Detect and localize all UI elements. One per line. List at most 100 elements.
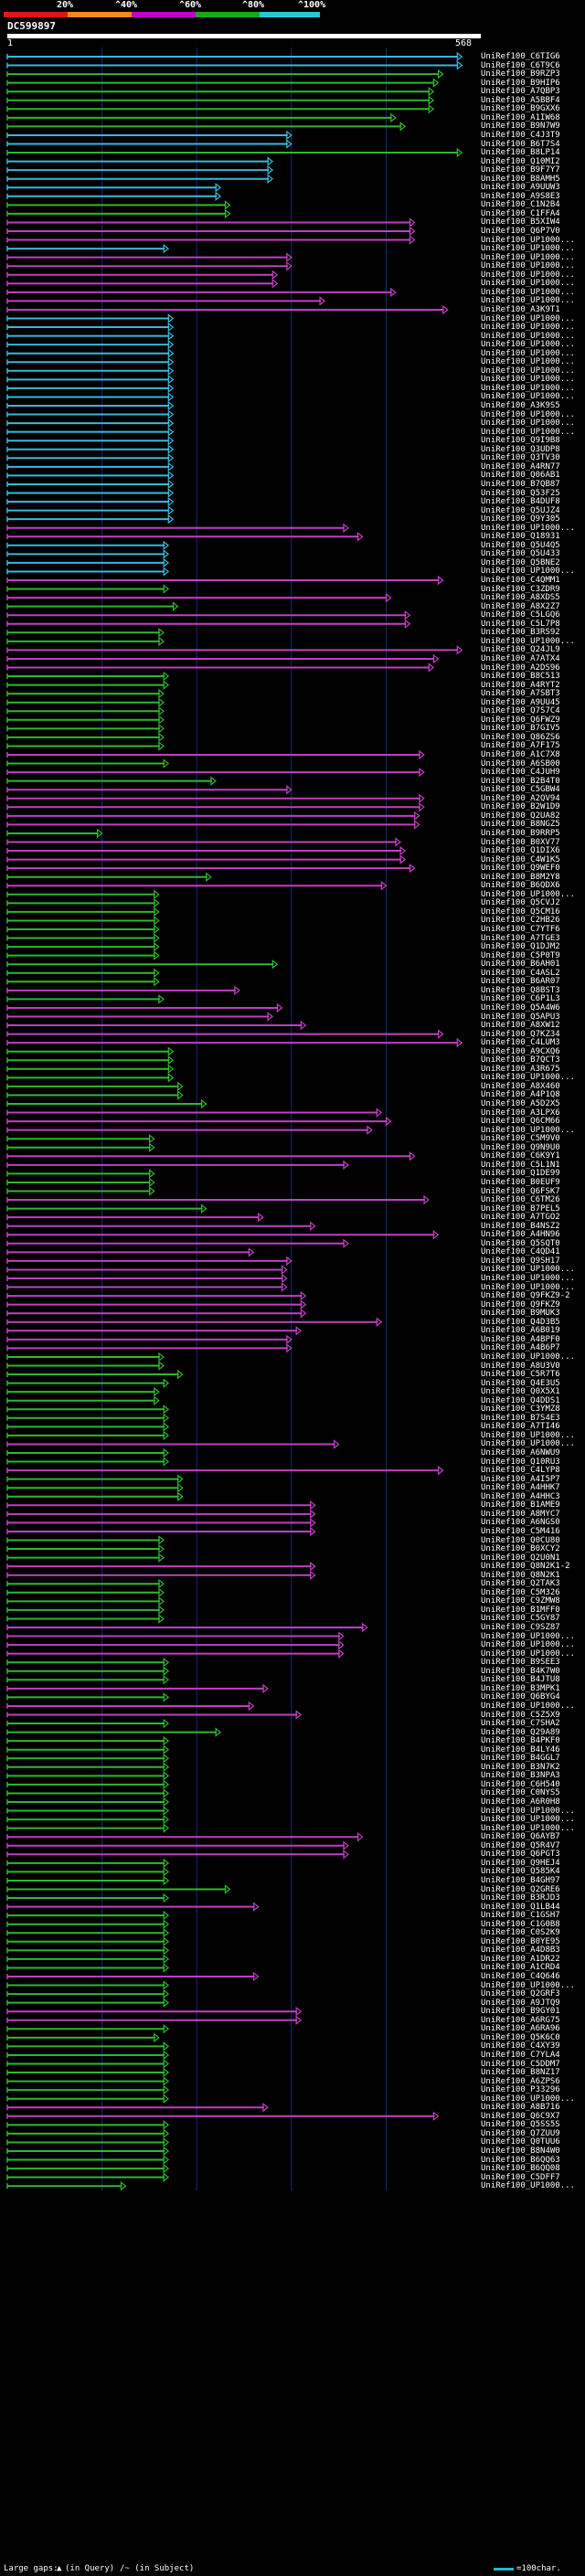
hit-label[interactable]: UniRef100_B8C513 (481, 672, 560, 682)
hit-row[interactable] (6, 1605, 165, 1616)
hit-row[interactable] (6, 680, 170, 690)
hit-row[interactable] (6, 1902, 260, 1912)
hit-label[interactable]: UniRef100_B4DUF8 (481, 497, 560, 507)
hit-label[interactable]: UniRef100_Q5APU3 (481, 1012, 560, 1022)
hit-label[interactable]: UniRef100_UP1000... (481, 1430, 575, 1440)
hit-row[interactable] (6, 1971, 260, 1982)
hit-label[interactable]: UniRef100_B3RJD3 (481, 1893, 560, 1903)
hit-label[interactable]: UniRef100_A2DS96 (481, 663, 560, 673)
hit-label[interactable]: UniRef100_A7SBT3 (481, 689, 560, 699)
hit-label[interactable]: UniRef100_C6TIG6 (481, 52, 560, 61)
hit-row[interactable] (6, 2172, 170, 2182)
hit-row[interactable] (6, 1779, 170, 1790)
hit-row[interactable] (6, 784, 292, 795)
hit-label[interactable]: UniRef100_UP1000... (481, 261, 575, 271)
hit-row[interactable] (6, 1308, 307, 1319)
hit-label[interactable]: UniRef100_UP1000... (481, 1439, 575, 1449)
hit-row[interactable] (6, 1692, 170, 1702)
hit-label[interactable]: UniRef100_Q10MI2 (481, 156, 560, 166)
hit-row[interactable] (6, 1474, 184, 1484)
hit-label[interactable]: UniRef100_UP1000... (481, 567, 575, 577)
hit-row[interactable] (6, 968, 160, 978)
hit-label[interactable]: UniRef100_UP1000... (481, 244, 575, 254)
hit-row[interactable] (6, 1212, 264, 1223)
hit-row[interactable] (6, 1814, 170, 1825)
hit-row[interactable] (6, 1002, 283, 1013)
hit-row[interactable] (6, 575, 444, 586)
hit-row[interactable] (6, 837, 401, 847)
hit-label[interactable]: UniRef100_Q6AYB7 (481, 1832, 560, 1842)
hit-label[interactable]: UniRef100_UP1000... (481, 323, 575, 333)
hit-label[interactable]: UniRef100_C5LGQ6 (481, 610, 560, 620)
hit-label[interactable]: UniRef100_B6AH01 (481, 959, 560, 970)
hit-label[interactable]: UniRef100_A6NGS0 (481, 1518, 560, 1528)
hit-row[interactable] (6, 1361, 165, 1371)
hit-label[interactable]: UniRef100_Q5BNE2 (481, 557, 560, 567)
hit-label[interactable]: UniRef100_Q9Y305 (481, 514, 560, 525)
hit-label[interactable]: UniRef100_C5Z5X9 (481, 1710, 560, 1720)
hit-row[interactable] (6, 706, 165, 716)
hit-label[interactable]: UniRef100_A3R675 (481, 1064, 560, 1074)
hit-label[interactable]: UniRef100_B9F7Y7 (481, 165, 560, 175)
hit-label[interactable]: UniRef100_Q2TAK3 (481, 1579, 560, 1589)
hit-label[interactable]: UniRef100_A4D8B3 (481, 1945, 560, 1956)
hit-row[interactable] (6, 697, 165, 707)
hit-row[interactable] (6, 628, 165, 638)
hit-label[interactable]: UniRef100_Q7ZUU9 (481, 2128, 560, 2138)
hit-label[interactable]: UniRef100_Q18931 (481, 532, 560, 542)
hit-row[interactable] (6, 688, 165, 699)
hit-label[interactable]: UniRef100_Q6FSK7 (481, 1186, 560, 1196)
hit-row[interactable] (6, 2032, 160, 2043)
hit-label[interactable]: UniRef100_C6T9C6 (481, 60, 560, 70)
hit-label[interactable]: UniRef100_Q24JL9 (481, 645, 560, 655)
hit-row[interactable] (6, 1256, 292, 1267)
hit-label[interactable]: UniRef100_C1GSH7 (481, 1911, 560, 1921)
hit-label[interactable]: UniRef100_UP1000... (481, 270, 575, 280)
hit-label[interactable]: UniRef100_B8NGZ5 (481, 820, 560, 830)
hit-label[interactable]: UniRef100_A4B6P7 (481, 1343, 560, 1353)
hit-label[interactable]: UniRef100_C5DFF7 (481, 2172, 560, 2182)
hit-label[interactable]: UniRef100_C5R7T6 (481, 1370, 560, 1380)
hit-label[interactable]: UniRef100_UP1000... (481, 357, 575, 367)
hit-row[interactable] (6, 1744, 170, 1754)
hit-label[interactable]: UniRef100_C4LYP8 (481, 1466, 560, 1476)
hit-label[interactable]: UniRef100_C2HB26 (481, 916, 560, 926)
hit-label[interactable]: UniRef100_UP1000... (481, 409, 575, 419)
hit-row[interactable] (6, 924, 160, 935)
hit-row[interactable] (6, 1299, 307, 1309)
hit-row[interactable] (6, 1850, 349, 1860)
hit-label[interactable]: UniRef100_C6P1L3 (481, 994, 560, 1004)
hit-label[interactable]: UniRef100_A9S8E3 (481, 191, 560, 201)
hit-row[interactable] (6, 977, 160, 987)
hit-label[interactable]: UniRef100_C4XY39 (481, 2041, 560, 2051)
hit-row[interactable] (6, 715, 165, 726)
hit-label[interactable]: UniRef100_A7TGE3 (481, 933, 560, 943)
hit-label[interactable]: UniRef100_UP1000... (481, 1823, 575, 1833)
hit-row[interactable] (6, 104, 435, 114)
hit-row[interactable] (6, 1797, 170, 1807)
hit-row[interactable] (6, 1526, 316, 1537)
hit-label[interactable]: UniRef100_Q5SS5S (481, 2120, 560, 2130)
hit-row[interactable] (6, 400, 175, 411)
hit-row[interactable] (6, 427, 175, 437)
hit-label[interactable]: UniRef100_B7QB87 (481, 479, 560, 489)
hit-label[interactable]: UniRef100_B9HIP6 (481, 78, 560, 88)
hit-row[interactable] (6, 409, 175, 419)
hit-label[interactable]: UniRef100_Q5R4V7 (481, 1840, 560, 1850)
hit-row[interactable] (6, 287, 397, 298)
hit-row[interactable] (6, 1561, 316, 1572)
hit-row[interactable] (6, 139, 292, 149)
hit-row[interactable] (6, 1614, 165, 1624)
hit-label[interactable]: UniRef100_A3LPX6 (481, 1108, 560, 1118)
hit-label[interactable]: UniRef100_C1FFA4 (481, 208, 560, 218)
hit-label[interactable]: UniRef100_UP1000... (481, 296, 575, 306)
hit-row[interactable] (6, 1160, 349, 1171)
hit-row[interactable] (6, 741, 165, 751)
hit-label[interactable]: UniRef100_Q9FKZ9-2 (481, 1291, 570, 1301)
hit-label[interactable]: UniRef100_A8X2Z7 (481, 601, 560, 611)
hit-label[interactable]: UniRef100_UP1000... (481, 392, 575, 402)
hit-label[interactable]: UniRef100_UP1000... (481, 1265, 575, 1275)
hit-label[interactable]: UniRef100_UP1000... (481, 1815, 575, 1825)
hit-row[interactable] (6, 1447, 170, 1458)
hit-row[interactable] (6, 1081, 184, 1092)
